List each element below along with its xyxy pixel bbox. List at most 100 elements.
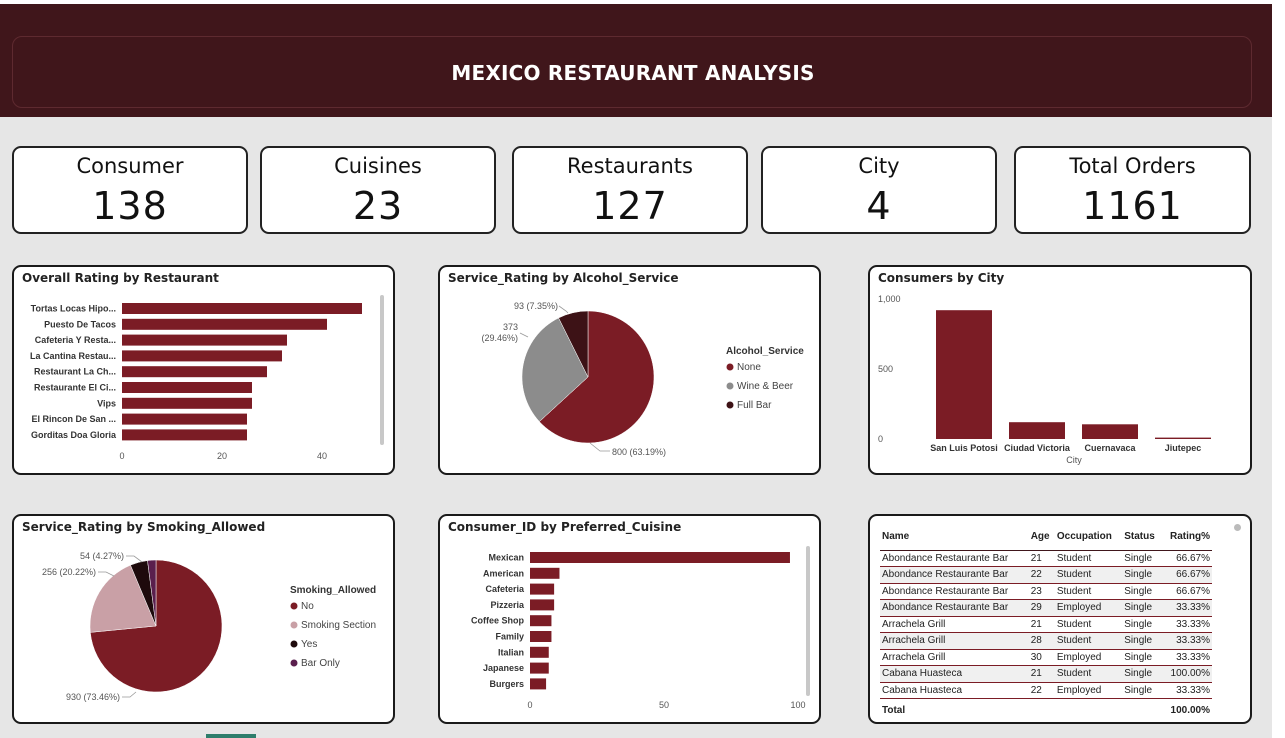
table-row[interactable]: Arrachela Grill 30 Employed Single 33.33%	[880, 649, 1212, 666]
table-header-cell[interactable]: Age	[1028, 524, 1055, 551]
legend-marker	[290, 621, 298, 629]
table-cell: 28	[1028, 632, 1055, 650]
table-header-row: Name Age Occupation Status Rating%	[880, 524, 1212, 551]
kpi-card-restaurants[interactable]: Restaurants 127	[512, 146, 748, 234]
x-tick-label: 100	[790, 700, 805, 710]
table-row[interactable]: Abondance Restaurante Bar 21 Student Single…	[880, 550, 1212, 567]
label-leader-line	[589, 442, 610, 452]
chart-rating-by-restaurant[interactable]: Overall Rating by Restaurant Tortas Loca…	[12, 265, 395, 475]
label-leader-line	[519, 332, 529, 338]
table-cell: Student	[1054, 616, 1123, 633]
bar	[122, 318, 327, 330]
consumer-rating-table[interactable]: Name Age Occupation Status Rating% Abondance…	[868, 514, 1252, 724]
label-leader-line	[98, 571, 115, 577]
smoking-pie-chart: 930 (73.46%) 256 (20.22%) 54 (4.27%) Smokin…	[42, 551, 376, 702]
chart-title: Overall Rating by Restaurant	[22, 271, 219, 285]
scrollbar[interactable]	[380, 295, 384, 445]
bar-category-label: Gorditas Doa Gloria	[31, 430, 117, 440]
table-header-cell[interactable]: Rating%	[1161, 524, 1212, 551]
page-tab[interactable]	[206, 734, 256, 738]
legend-marker	[290, 659, 298, 667]
city-bar-chart: 0 500 1,000 San Luis Potosi Ciudad Victoria C…	[878, 294, 1211, 465]
table-cell: Single	[1122, 632, 1162, 650]
table-header-cell[interactable]: Status	[1122, 524, 1162, 551]
bar	[122, 334, 287, 346]
rating-bar-chart: Tortas Locas Hipo... Puesto De Tacos Cafet…	[30, 303, 362, 461]
scrollbar[interactable]	[806, 546, 810, 696]
chart-consumers-by-city[interactable]: Consumers by City 0 500 1,000 San Luis Poto…	[868, 265, 1252, 475]
table-row[interactable]: Abondance Restaurante Bar 29 Employed Singl…	[880, 599, 1212, 617]
x-tick-label: 50	[659, 700, 669, 710]
bar	[530, 567, 560, 579]
pie-data-label: 54 (4.27%)	[80, 551, 124, 561]
bar	[530, 662, 549, 674]
kpi-card-consumer[interactable]: Consumer 138	[12, 146, 248, 234]
label-leader-line	[122, 691, 137, 698]
table-cell: Single	[1122, 665, 1162, 683]
bar	[530, 646, 549, 658]
table-cell: 66.67%	[1161, 583, 1212, 600]
kpi-card-city[interactable]: City 4	[761, 146, 997, 234]
table-cell: Employed	[1054, 649, 1123, 666]
pie-slice	[89, 564, 157, 633]
table-header-cell[interactable]: Name	[880, 524, 1029, 551]
legend-label: Yes	[301, 639, 317, 650]
table-row[interactable]: Cabana Huasteca 21 Student Single 100.00%	[880, 665, 1212, 683]
pie-data-label: 256 (20.22%)	[42, 567, 96, 577]
bar-category-label: Pizzeria	[490, 600, 525, 610]
table-cell: Abondance Restaurante Bar	[880, 599, 1029, 617]
legend-label: Smoking Section	[301, 620, 376, 631]
bar	[530, 552, 790, 563]
table-cell: Arrachela Grill	[880, 616, 1029, 633]
kpi-value: 138	[92, 184, 168, 228]
table-cell: Single	[1122, 616, 1162, 633]
bar-category-label: El Rincon De San ...	[31, 414, 116, 424]
kpi-label: Cuisines	[334, 154, 422, 178]
bar	[530, 615, 552, 627]
kpi-value: 1161	[1082, 184, 1183, 228]
legend-label: Full Bar	[737, 400, 772, 411]
pie-data-label: (29.46%)	[481, 333, 518, 343]
table-cell: 33.33%	[1161, 616, 1212, 633]
table-row[interactable]: Arrachela Grill 21 Student Single 33.33%	[880, 616, 1212, 633]
y-tick-label: 500	[878, 364, 893, 374]
chart-alcohol-service[interactable]: Service_Rating by Alcohol_Service 800 (6…	[438, 265, 821, 475]
data-table: Name Age Occupation Status Rating% Abondance…	[880, 524, 1212, 722]
kpi-value: 23	[352, 184, 404, 228]
table-cell: Single	[1122, 566, 1162, 584]
x-tick-label: 0	[527, 700, 532, 710]
kpi-card-total-orders[interactable]: Total Orders 1161	[1014, 146, 1251, 234]
table-cell: 21	[1028, 550, 1055, 567]
bar	[530, 583, 555, 595]
legend-label: Bar Only	[301, 658, 340, 669]
kpi-card-cuisines[interactable]: Cuisines 23	[260, 146, 496, 234]
legend-marker	[290, 602, 298, 610]
scroll-indicator[interactable]	[1234, 524, 1241, 531]
table-row[interactable]: Arrachela Grill 28 Student Single 33.33%	[880, 632, 1212, 650]
legend-label: Wine & Beer	[737, 381, 794, 392]
chart-title: Service_Rating by Smoking_Allowed	[22, 520, 266, 534]
y-tick-label: 0	[878, 434, 883, 444]
bar	[1009, 422, 1065, 439]
legend-marker	[726, 382, 734, 390]
table-row[interactable]: Cabana Huasteca 22 Employed Single 33.33%	[880, 682, 1212, 699]
table-cell: Abondance Restaurante Bar	[880, 583, 1029, 600]
table-row[interactable]: Abondance Restaurante Bar 23 Student Single…	[880, 583, 1212, 600]
table-cell: 29	[1028, 599, 1055, 617]
kpi-label: Consumer	[76, 154, 184, 178]
y-tick-label: 1,000	[878, 294, 901, 304]
chart-smoking-allowed[interactable]: Service_Rating by Smoking_Allowed 930 (7…	[12, 514, 395, 724]
table-row[interactable]: Abondance Restaurante Bar 22 Student Single…	[880, 566, 1212, 584]
bar-category-label: Vips	[97, 398, 116, 408]
table-header-cell[interactable]: Occupation	[1054, 524, 1123, 551]
bar-category-label: Cafeteria	[485, 584, 525, 594]
bar	[936, 310, 992, 439]
x-tick-label: San Luis Potosi	[930, 443, 998, 453]
bar-category-label: Mexican	[488, 553, 524, 563]
total-value: 100.00%	[1161, 698, 1212, 722]
chart-title: Consumer_ID by Preferred_Cuisine	[448, 520, 682, 534]
table-cell: Arrachela Grill	[880, 649, 1029, 666]
chart-preferred-cuisine[interactable]: Consumer_ID by Preferred_Cuisine Mexican…	[438, 514, 821, 724]
bar	[122, 350, 282, 362]
legend-title: Alcohol_Service	[726, 346, 804, 357]
